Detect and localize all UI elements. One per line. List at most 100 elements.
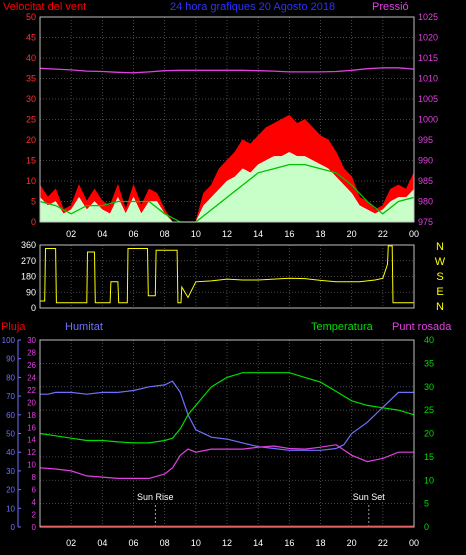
temp-left-tick-label: 28	[27, 348, 36, 357]
wind-direction-frame	[39, 244, 415, 309]
direction-tick-label: 90	[26, 287, 36, 297]
wind-speed-header-label: Velocitat del vent	[3, 1, 86, 13]
temp-right-tick-label: 25	[424, 405, 434, 415]
wind-speed-tick-label: 25	[26, 115, 36, 125]
pressure-tick-label: 980	[418, 197, 433, 207]
dewpoint-header-label: Punt rosada	[392, 321, 452, 333]
x-tick-label: 12	[222, 229, 232, 239]
direction-tick-label: 360	[21, 240, 36, 250]
temp-left-tick-label: 6	[32, 486, 37, 495]
pluja-tick-label: 80	[6, 373, 15, 382]
wind-average-line	[39, 163, 415, 223]
temperature-line	[39, 372, 415, 444]
wind-speed-tick-label: 50	[26, 12, 36, 22]
x-tick-label: 04	[97, 538, 107, 548]
direction-tick-label: 180	[21, 272, 36, 282]
temp-left-tick-label: 22	[27, 386, 36, 395]
pressure-line	[39, 67, 415, 74]
pressure-tick-label: 1025	[418, 12, 438, 22]
temp-right-tick-label: 40	[424, 335, 434, 345]
x-tick-label: 08	[160, 538, 170, 548]
x-tick-label: 16	[284, 538, 294, 548]
temp-left-tick-label: 14	[27, 436, 36, 445]
x-tick-label: 12	[222, 538, 232, 548]
pressure-tick-label: 995	[418, 135, 433, 145]
x-tick-label: 18	[315, 229, 325, 239]
temp-right-tick-label: 20	[424, 429, 434, 439]
wind-pressure-panel: 0510152025303540455097598098599099510001…	[26, 12, 438, 239]
wind-speed-tick-label: 45	[26, 33, 36, 43]
x-tick-label: 20	[347, 538, 357, 548]
wind-speed-tick-label: 20	[26, 135, 36, 145]
temp-right-tick-label: 35	[424, 358, 434, 368]
x-tick-label: 18	[315, 538, 325, 548]
x-tick-label: 10	[191, 229, 201, 239]
pressure-tick-label: 1000	[418, 115, 438, 125]
x-tick-label: 22	[378, 229, 388, 239]
x-tick-label: 02	[66, 538, 76, 548]
pluja-tick-label: 40	[6, 448, 15, 457]
humidity-temperature-frame	[39, 339, 415, 528]
pluja-tick-label: 50	[6, 430, 15, 439]
pluja-tick-label: 100	[2, 336, 16, 345]
temperature-header-label: Temperatura	[311, 321, 374, 333]
temp-right-tick-label: 30	[424, 382, 434, 392]
temp-left-tick-label: 30	[27, 336, 36, 345]
x-tick-label: 06	[128, 229, 138, 239]
sun-marker-label: Sun Rise	[137, 492, 174, 502]
wind-speed-tick-label: 40	[26, 53, 36, 63]
x-tick-label: 00	[409, 229, 419, 239]
x-tick-label: 06	[128, 538, 138, 548]
compass-label: S	[436, 271, 443, 283]
temp-left-tick-label: 8	[32, 473, 37, 482]
pluja-tick-label: 70	[6, 392, 15, 401]
x-tick-label: 10	[191, 538, 201, 548]
x-tick-label: 08	[160, 229, 170, 239]
pluja-tick-label: 20	[6, 486, 15, 495]
wind-speed-tick-label: 35	[26, 74, 36, 84]
x-tick-label: 00	[409, 538, 419, 548]
x-tick-label: 04	[97, 229, 107, 239]
wind-speed-tick-label: 0	[31, 217, 36, 227]
wind-speed-tick-label: 5	[31, 197, 36, 207]
temp-left-tick-label: 16	[27, 423, 36, 432]
x-tick-label: 16	[284, 229, 294, 239]
compass-label: N	[436, 301, 444, 313]
x-tick-label: 02	[66, 229, 76, 239]
temp-left-tick-label: 10	[27, 461, 36, 470]
temp-left-tick-label: 0	[32, 523, 37, 532]
temp-right-tick-label: 15	[424, 452, 434, 462]
humidity-header-label: Humitat	[65, 321, 103, 333]
temp-right-tick-label: 5	[424, 499, 429, 509]
wind-speed-tick-label: 15	[26, 156, 36, 166]
pressure-tick-label: 1010	[418, 74, 438, 84]
temp-left-tick-label: 4	[32, 498, 37, 507]
temp-right-tick-label: 0	[424, 522, 429, 532]
humidity-line	[40, 380, 414, 451]
pluja-tick-label: 90	[6, 355, 15, 364]
direction-tick-label: 0	[31, 303, 36, 313]
pressure-tick-label: 990	[418, 156, 433, 166]
pluja-tick-label: 60	[6, 411, 15, 420]
pressure-header-label: Pressió	[372, 1, 409, 13]
temp-left-tick-label: 2	[32, 511, 37, 520]
rain-header-label: Pluja	[1, 321, 26, 333]
temp-right-tick-label: 10	[424, 475, 434, 485]
pressure-tick-label: 1005	[418, 94, 438, 104]
temp-left-tick-label: 20	[27, 398, 36, 407]
temp-left-tick-label: 24	[27, 373, 36, 382]
pluja-tick-label: 0	[11, 523, 16, 532]
compass-label: E	[436, 286, 443, 298]
chart-title: 24 hora grafiques 20 Agosto 2018	[170, 1, 335, 13]
x-tick-label: 14	[253, 229, 263, 239]
x-tick-label: 22	[378, 538, 388, 548]
dewpoint-line	[39, 444, 414, 479]
pressure-tick-label: 985	[418, 176, 433, 186]
pressure-tick-label: 975	[418, 217, 433, 227]
temp-left-tick-label: 26	[27, 361, 36, 370]
pluja-tick-label: 10	[6, 504, 15, 513]
pressure-tick-label: 1020	[418, 33, 438, 43]
wind-direction-line	[40, 245, 414, 304]
